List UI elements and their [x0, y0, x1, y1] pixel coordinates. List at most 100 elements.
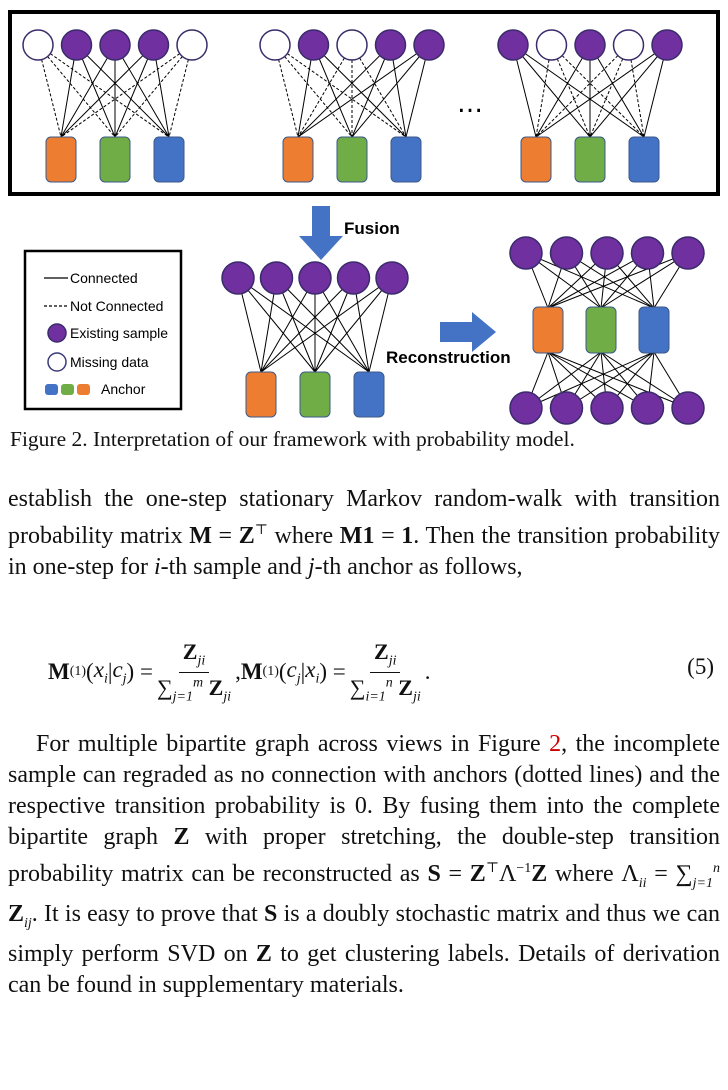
p1-t4b: -th anchor as follows, — [314, 554, 523, 580]
sample-node — [671, 391, 705, 425]
sample-node — [336, 261, 371, 295]
anchor-legend-blue — [45, 384, 58, 395]
paragraph-2: For multiple bipartite graph across view… — [8, 731, 721, 998]
edge-line — [351, 44, 407, 138]
fusion-label: Fusion — [344, 219, 400, 238]
edge-line — [566, 351, 655, 409]
sample-node — [413, 29, 445, 61]
anchor-node — [45, 136, 77, 183]
edge-line — [114, 44, 154, 138]
sample-node — [590, 391, 624, 425]
legend-missing-data: Missing data — [70, 354, 149, 370]
p1-t2b: where — [267, 523, 340, 549]
edge-line — [168, 44, 193, 138]
edge-line — [547, 252, 689, 309]
missing-sample-node — [259, 29, 291, 61]
edge-line — [535, 44, 668, 138]
sample-node — [259, 261, 294, 295]
legend-connected: Connected — [70, 270, 138, 286]
figure-ref-link[interactable]: 2 — [549, 731, 562, 757]
sample-node — [60, 29, 93, 61]
reconstruction-arrow — [440, 312, 496, 352]
figure-caption: Figure 2. Interpretation of our framewor… — [10, 427, 575, 451]
view-graphs-box — [8, 10, 720, 196]
edge-line — [274, 44, 407, 138]
sample-node — [375, 261, 409, 295]
anchor-legend-orange — [77, 384, 90, 395]
sample-node — [298, 261, 332, 295]
ellipsis: … — [457, 89, 483, 119]
sample-node — [590, 236, 624, 270]
sample-node — [221, 261, 255, 295]
edge-line — [314, 277, 393, 373]
edge-line — [274, 44, 299, 138]
missing-sample-node — [535, 29, 568, 61]
edge-line — [535, 44, 629, 138]
edge-line — [76, 44, 116, 138]
anchor-node — [585, 306, 617, 354]
edge-line — [512, 44, 645, 138]
sample-node — [574, 29, 606, 61]
anchor-node — [282, 136, 314, 183]
edge-line — [405, 44, 430, 138]
reconstruction-label: Reconstruction — [386, 348, 511, 367]
edge-line — [589, 44, 629, 138]
missing-sample-node — [336, 29, 368, 61]
edge-line — [276, 277, 316, 373]
edge-line — [643, 44, 668, 138]
reconstructed-graph — [509, 236, 705, 425]
anchor-node — [299, 371, 331, 418]
anchor-node — [245, 371, 277, 418]
anchor-node — [520, 136, 552, 183]
sample-node — [671, 236, 705, 270]
edge-line — [297, 44, 430, 138]
edge-line — [60, 44, 154, 138]
sample-node — [497, 29, 529, 61]
anchor-node — [532, 306, 564, 354]
edge-line — [551, 44, 645, 138]
sample-node — [509, 391, 543, 425]
edge-line — [547, 351, 689, 409]
equation-5: M (1)(xi | cj) = Zji ∑j=1m Zji, M (1)(cj | xi) … — [48, 638, 714, 705]
edge-line — [237, 277, 370, 373]
anchor-node — [638, 306, 670, 354]
anchor-node — [390, 136, 422, 183]
edge-line — [551, 44, 591, 138]
edge-line — [297, 44, 353, 138]
anchor-node — [336, 136, 368, 183]
edge-line — [547, 351, 648, 409]
edge-line — [351, 44, 391, 138]
edge-line — [314, 277, 354, 373]
edge-line — [600, 351, 689, 409]
missing-sample-node — [22, 29, 54, 61]
p1-t2a: transition probability matrix — [8, 486, 720, 549]
legend-anchor: Anchor — [101, 381, 146, 397]
edge-line — [297, 44, 391, 138]
legend-existing-sample: Existing sample — [70, 325, 168, 341]
fusion-arrow — [299, 206, 343, 260]
edge-line — [260, 277, 316, 373]
p1-line1: establish the one-step stationary Markov… — [8, 486, 618, 512]
edge-line — [76, 44, 170, 138]
edge-line — [512, 44, 591, 138]
sample-node — [509, 236, 543, 270]
anchor-node — [628, 136, 660, 183]
edge-line — [566, 252, 655, 309]
sample-node — [651, 29, 683, 61]
edge-line — [600, 252, 689, 309]
edge-line — [314, 277, 370, 373]
sample-node — [297, 29, 330, 61]
anchor-node — [353, 371, 385, 418]
framework-figure: … Fusion Connected Not Connected Existin… — [8, 10, 720, 425]
view-bipartite-graphs — [22, 29, 683, 183]
equation-number: (5) — [687, 654, 714, 679]
edge-line — [535, 44, 591, 138]
sample-node — [630, 236, 665, 270]
edge-line — [547, 252, 648, 309]
sample-node — [549, 391, 584, 425]
fused-bipartite-graph — [221, 261, 409, 418]
paragraph-1: establish the one-step stationary Markov… — [8, 486, 720, 580]
p1-t4a: and — [267, 554, 308, 580]
edge-line — [276, 277, 370, 373]
sample-node — [99, 29, 131, 61]
